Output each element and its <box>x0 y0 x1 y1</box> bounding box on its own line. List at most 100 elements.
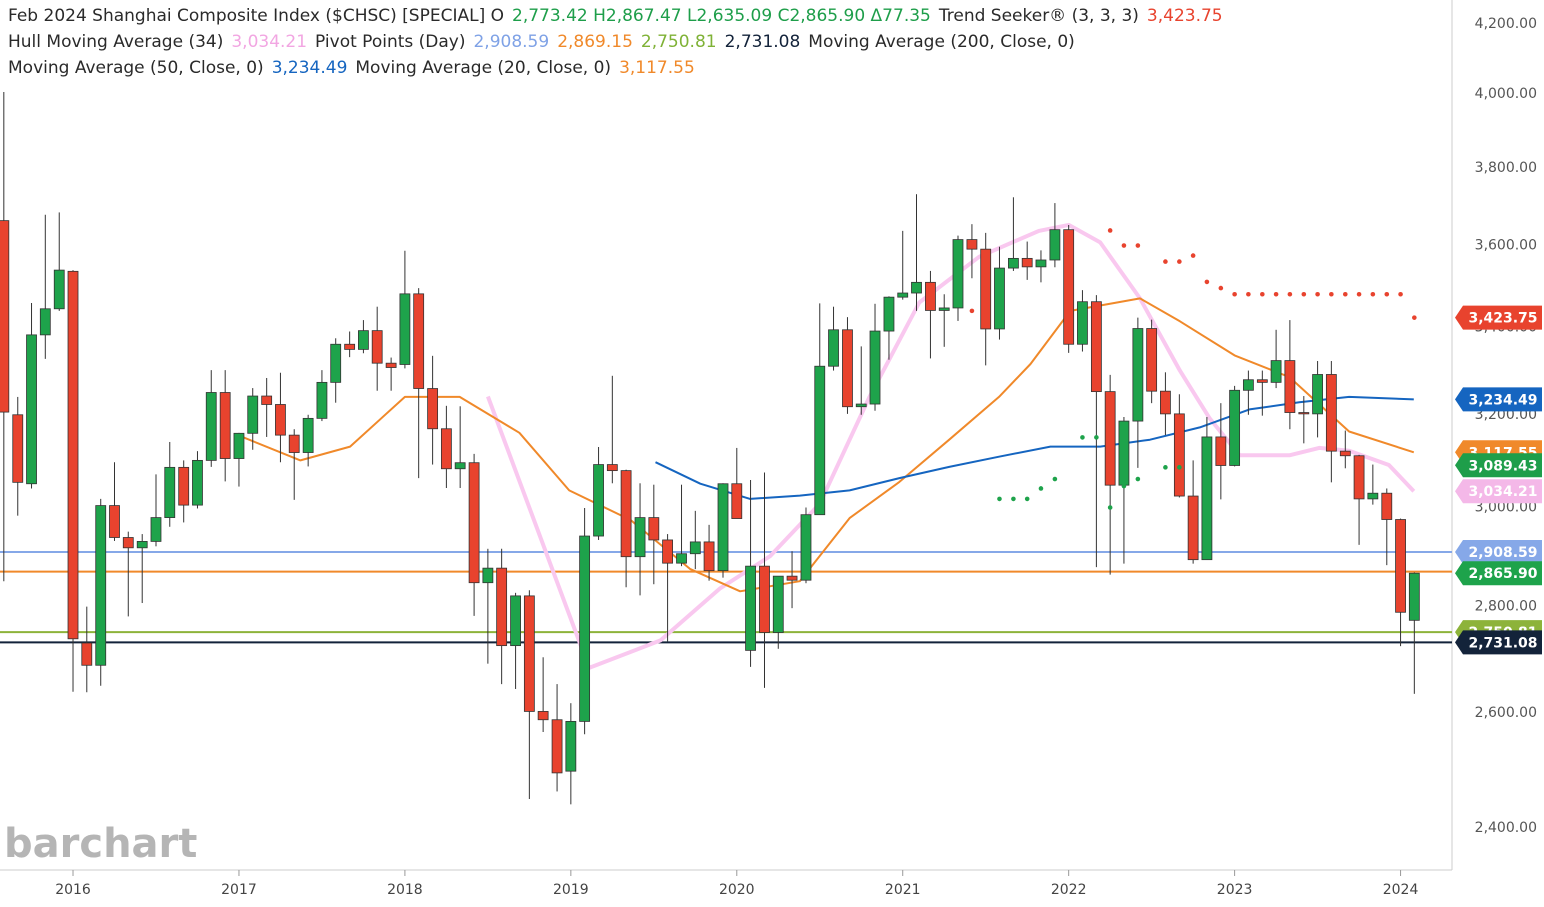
candle-body <box>938 307 950 311</box>
candle-body <box>81 642 93 666</box>
candle-body <box>26 334 37 485</box>
candle-body <box>1353 455 1365 500</box>
trend-seeker-dot <box>1398 291 1403 297</box>
candle-body <box>12 414 24 483</box>
candle-body <box>1270 360 1282 383</box>
candle-body <box>399 293 411 365</box>
trend-seeker-dot <box>1287 291 1293 297</box>
candle-body <box>1312 374 1323 415</box>
price-badge-label: 2,865.90 <box>1468 566 1537 582</box>
candle-body <box>330 343 342 383</box>
candle-body <box>1229 389 1241 466</box>
candle-body <box>731 483 743 519</box>
trend-seeker-dot <box>1038 486 1044 491</box>
trend-seeker-dot <box>1121 243 1127 248</box>
candle-body <box>496 567 508 647</box>
x-tick-label: 2016 <box>55 882 91 898</box>
price-badge <box>1455 453 1542 478</box>
candle-body <box>745 565 756 651</box>
candle-body <box>620 470 632 558</box>
candle-body <box>233 432 245 459</box>
trend-seeker-dot <box>1412 315 1417 320</box>
candle-body <box>1160 390 1171 415</box>
legend-text: 2,731.08 <box>725 32 801 52</box>
price-badge-label: 3,423.75 <box>1468 311 1537 327</box>
candle-body <box>358 330 369 350</box>
price-badge <box>1455 387 1542 412</box>
price-badge-label: 3,234.49 <box>1468 392 1537 408</box>
legend-text: 2,908.59 <box>473 32 549 52</box>
price-badge-label: 2,908.59 <box>1468 545 1537 561</box>
candle-body <box>606 464 618 472</box>
trend-seeker-dot <box>1232 291 1237 297</box>
candle-body <box>275 404 286 436</box>
trend-seeker-dot <box>1177 465 1182 470</box>
trend-seeker-dot <box>1177 259 1182 264</box>
candle-body <box>122 537 134 549</box>
legend-text: Feb 2024 Shanghai Composite Index ($CHSC… <box>8 6 504 26</box>
candle-body <box>1242 379 1254 391</box>
moving-average-line <box>655 395 1414 500</box>
candle-body <box>911 281 922 294</box>
legend-text: Moving Average (50, Close, 0) <box>8 58 264 78</box>
candle-body <box>772 575 784 633</box>
candle-body <box>966 239 978 250</box>
legend-text: 2,773.42 H2,867.47 L2,635.09 C2,865.90 Δ… <box>512 6 931 26</box>
legend-text: 3,423.75 <box>1147 6 1223 26</box>
legend-text: Moving Average (200, Close, 0) <box>808 32 1075 52</box>
candle-body <box>1146 328 1158 392</box>
candle-body <box>814 365 826 516</box>
candle-body <box>537 711 549 721</box>
candle-body <box>828 329 839 367</box>
candle-body <box>855 403 867 408</box>
candle-body <box>579 535 591 722</box>
candle-body <box>482 567 494 584</box>
candle-body <box>1035 259 1047 268</box>
candle-body <box>800 514 812 581</box>
price-badge <box>1455 561 1542 586</box>
candle-body <box>1284 360 1296 413</box>
candle-body <box>759 565 770 633</box>
candle-body <box>523 595 535 712</box>
y-tick-label: 3,600.00 <box>1475 238 1537 254</box>
candle-body <box>842 329 853 408</box>
watermark: barchart <box>4 821 197 867</box>
legend-line: Hull Moving Average (34) 3,034.21 Pivot Po… <box>8 32 1075 52</box>
candle-body <box>1077 301 1088 345</box>
legend-text: Trend Seeker® (3, 3, 3) <box>938 6 1139 26</box>
candle-body <box>1381 492 1393 520</box>
candle-body <box>1104 391 1116 486</box>
moving-average-line <box>486 222 1416 670</box>
price-badge <box>1455 630 1542 655</box>
candle-body <box>1021 257 1033 268</box>
trend-seeker-dot <box>1218 285 1224 291</box>
x-tick-label: 2022 <box>1051 882 1087 898</box>
candle-body <box>1201 436 1213 561</box>
candle-body <box>109 505 120 538</box>
trend-seeker-dot <box>1094 435 1099 440</box>
candle-body <box>1367 492 1379 500</box>
candle-body <box>427 388 439 430</box>
candle-body <box>385 362 397 368</box>
candle-body <box>648 517 660 541</box>
trend-seeker-dot <box>1135 243 1141 248</box>
trend-seeker-dot <box>1273 291 1279 297</box>
legend-text: 3,117.55 <box>619 58 695 78</box>
candle-body <box>717 483 729 572</box>
candle-body <box>1049 229 1061 261</box>
trend-seeker-dot <box>1204 279 1210 285</box>
x-tick-label: 2019 <box>553 882 589 898</box>
x-tick-label: 2024 <box>1383 882 1419 898</box>
trend-seeker-dot <box>1190 253 1196 258</box>
legend-text: 2,750.81 <box>641 32 717 52</box>
trend-seeker-dot <box>1107 505 1113 510</box>
candle-body <box>1395 519 1406 613</box>
trend-seeker-dot <box>1301 291 1307 297</box>
candle-body <box>164 466 176 518</box>
price-badge <box>1455 479 1542 504</box>
candle-body <box>219 392 231 459</box>
candle-body <box>869 330 881 405</box>
candle-body <box>897 292 909 298</box>
candle-body <box>1215 436 1227 466</box>
candle-body <box>95 505 107 666</box>
